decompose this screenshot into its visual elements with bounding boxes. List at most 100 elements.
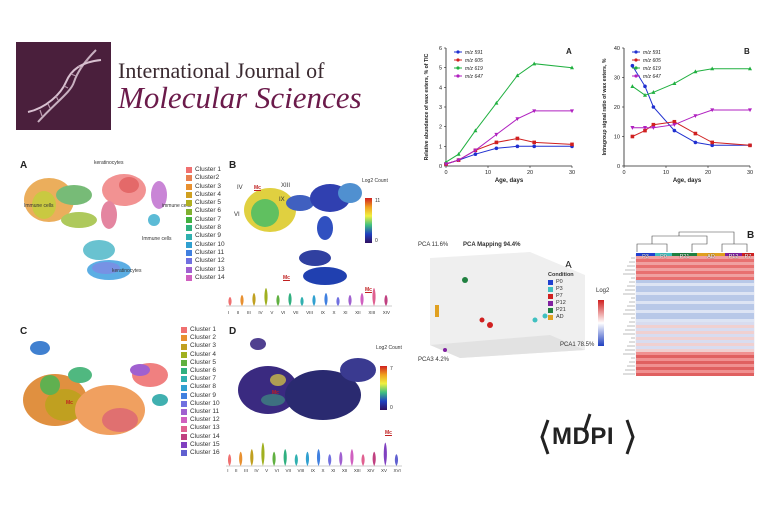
heatmap-group-bar	[697, 253, 725, 256]
legend-item: Cluster 8	[186, 224, 225, 232]
data-point	[532, 144, 536, 149]
series-line	[632, 109, 750, 129]
scale-title-b: Log2 Count	[362, 178, 388, 184]
legend-swatch	[181, 327, 187, 334]
heatmap-group-bar	[655, 253, 672, 256]
legend-label: m/z 605	[465, 58, 483, 64]
legend-item: Cluster 16	[181, 449, 220, 457]
violin-tick-label: XIV	[382, 310, 391, 315]
violin-shape	[312, 295, 316, 306]
scale-min-d: 0	[390, 405, 393, 411]
heatmap-row	[636, 286, 754, 289]
violin-shape	[261, 442, 265, 466]
heatmap-group-label: P21	[679, 254, 690, 260]
pca-legend-item: P21	[548, 307, 574, 314]
violin-tick-label: XIII	[368, 310, 376, 315]
heatmap-row	[636, 328, 754, 331]
heatmap-row	[636, 298, 754, 301]
annotation-immune-left: Immune cells	[24, 203, 54, 209]
umap-plot-b	[244, 183, 362, 285]
violin-tick-label: VII	[285, 468, 291, 473]
legend-item: Cluster 1	[186, 166, 225, 174]
legend-item: Cluster 7	[181, 375, 220, 383]
violin-tick-label: IV	[254, 468, 259, 473]
legend-item: Cluster 6	[181, 367, 220, 375]
data-point	[748, 108, 752, 113]
pca2-label: PCA 11.6%	[418, 242, 449, 248]
pca-3d-plot	[430, 252, 585, 358]
violin-tick-label: XV	[380, 468, 387, 473]
violin-shape	[227, 454, 232, 466]
legend-label: m/z 647	[643, 74, 661, 80]
y-axis-label: Intragroup signal ratio of wax esters, %	[602, 58, 608, 155]
heatmap-row	[636, 262, 754, 265]
series-line	[445, 137, 573, 165]
heatmap-row	[636, 313, 754, 316]
y-tick-label: 3	[439, 105, 442, 111]
chart-panel-label: B	[744, 47, 750, 56]
violin-tick-label: XI	[331, 468, 336, 473]
heatmap-row	[636, 370, 754, 373]
pca-legend-item: P3	[548, 286, 574, 293]
x-tick-label: 0	[444, 170, 447, 176]
umap-plot-c	[23, 341, 168, 435]
heatmap-row	[636, 355, 754, 358]
data-point	[456, 152, 461, 156]
x-axis-label: Age, days	[495, 178, 524, 184]
heatmap-row	[636, 316, 754, 319]
violin-shape	[294, 454, 298, 466]
pca-panel-label: A	[565, 260, 572, 271]
cluster-legend-a: Cluster 1 Cluster2 Cluster 3 Cluster 4 C…	[186, 166, 225, 282]
legend-swatch	[181, 351, 187, 358]
legend-item: Cluster 7	[186, 216, 225, 224]
legend-item: Cluster 11	[186, 249, 225, 257]
violin-shape	[350, 449, 354, 466]
dna-helix-icon	[27, 49, 102, 123]
violin-shape	[276, 295, 280, 306]
data-point	[630, 126, 635, 130]
data-point	[473, 152, 478, 156]
legend-swatch	[181, 384, 187, 391]
x-tick-label: 0	[622, 170, 625, 176]
violin-tick-label: I	[227, 310, 230, 315]
legend-item: Cluster 12	[181, 416, 220, 424]
heatmap-row	[636, 325, 754, 328]
mc-label-d: Mc	[272, 390, 279, 396]
legend-item: Cluster 9	[181, 392, 220, 400]
data-point	[710, 143, 714, 148]
pca-point	[532, 317, 538, 323]
legend-item: Cluster 2	[181, 334, 220, 342]
violin-tick-label: V	[270, 310, 274, 315]
panel-label-c: C	[20, 326, 28, 337]
legend-item: Cluster 14	[181, 433, 220, 441]
heatmap-row	[636, 283, 754, 286]
data-point	[651, 122, 656, 127]
violin-tick-label: X	[332, 310, 336, 315]
heatmap-group-label: P3	[642, 254, 649, 260]
data-point	[494, 146, 499, 151]
data-point	[532, 61, 537, 66]
violin-tick-label: IX	[320, 310, 325, 315]
violin-tick-label: II	[236, 310, 240, 315]
data-point	[570, 142, 574, 147]
y-tick-label: 6	[439, 46, 442, 52]
pca-point	[462, 277, 468, 283]
legend-item: Cluster 4	[181, 351, 220, 359]
legend-item: Cluster 3	[186, 183, 225, 191]
heatmap-row	[636, 346, 754, 349]
y-tick-label: 30	[614, 76, 620, 82]
heatmap-row	[636, 289, 754, 292]
legend-item: Cluster 13	[181, 424, 220, 432]
y-tick-label: 5	[439, 66, 442, 72]
violin-plot-b	[226, 288, 392, 307]
mc-label-b: Mc	[254, 185, 261, 191]
heatmap-row	[636, 304, 754, 307]
pca-legend-title: Condition	[548, 272, 574, 278]
violin-shape	[305, 451, 310, 466]
mdpi-logo-icon	[540, 413, 635, 455]
data-point	[643, 126, 647, 130]
cluster-legend-c: Cluster 1 Cluster 2 Cluster 3 Cluster 4 Clus…	[181, 326, 220, 457]
data-point	[643, 93, 647, 97]
heatmap-row	[636, 367, 754, 370]
series-line	[445, 110, 572, 165]
